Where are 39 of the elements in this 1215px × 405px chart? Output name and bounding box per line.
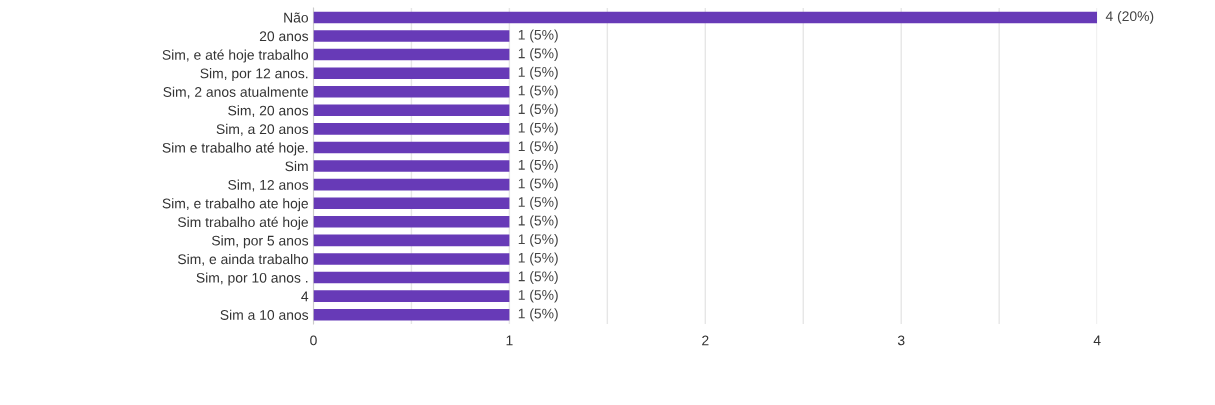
y-tick-label: Sim, e trabalho ate hoje	[162, 198, 308, 212]
y-tick-label: Sim	[285, 161, 308, 172]
y-tick-label: Sim, a 20 anos	[216, 123, 309, 136]
y-tick-label: Sim, 20 anos	[228, 105, 309, 118]
y-tick-label: Sim, 12 anos	[228, 179, 309, 192]
y-tick-label: Sim, por 5 anos	[211, 235, 309, 249]
data-label: 1 (5%)	[518, 178, 558, 192]
data-label: 1 (5%)	[518, 66, 558, 80]
y-tick-label: Sim, por 10 anos .	[196, 272, 308, 286]
data-label: 1 (5%)	[518, 159, 558, 173]
y-tick-label: Sim a 10 anos	[220, 309, 309, 320]
y-tick-label: 4	[301, 291, 309, 302]
data-label: 1 (5%)	[518, 122, 558, 136]
data-label: 1 (5%)	[518, 85, 558, 99]
x-tick-label: 0	[310, 335, 317, 346]
data-label: 1 (5%)	[518, 29, 558, 43]
data-label: 1 (5%)	[518, 196, 558, 210]
y-tick-label: Sim, 2 anos atualmente	[163, 86, 308, 99]
data-label: 1 (5%)	[518, 140, 558, 154]
y-tick-label: 20 anos	[259, 31, 309, 42]
y-tick-label: Sim trabalho até hoje	[178, 216, 308, 230]
data-label: 4 (20%)	[1105, 10, 1154, 24]
x-tick-label: 3	[897, 335, 905, 346]
data-label: 1 (5%)	[518, 215, 558, 229]
x-tick-label: 2	[702, 335, 709, 346]
data-label: 1 (5%)	[518, 233, 558, 247]
data-label: 1 (5%)	[518, 271, 558, 285]
data-label: 1 (5%)	[518, 103, 558, 117]
data-label: 1 (5%)	[518, 289, 558, 303]
data-label: 1 (5%)	[518, 308, 558, 322]
y-tick-label: Não	[284, 12, 309, 23]
y-tick-label: Sim e trabalho até hoje.	[162, 142, 308, 156]
y-tick-label: Sim, e ainda trabalho	[178, 253, 309, 266]
y-tick-label: Sim, por 12 anos.	[200, 68, 308, 82]
data-label: 1 (5%)	[518, 252, 558, 266]
x-tick-label: 4	[1093, 335, 1101, 346]
y-tick-label: Sim, e até hoje trabalho	[162, 49, 309, 63]
x-tick-label: 1	[506, 335, 513, 346]
data-label: 1 (5%)	[518, 48, 558, 62]
